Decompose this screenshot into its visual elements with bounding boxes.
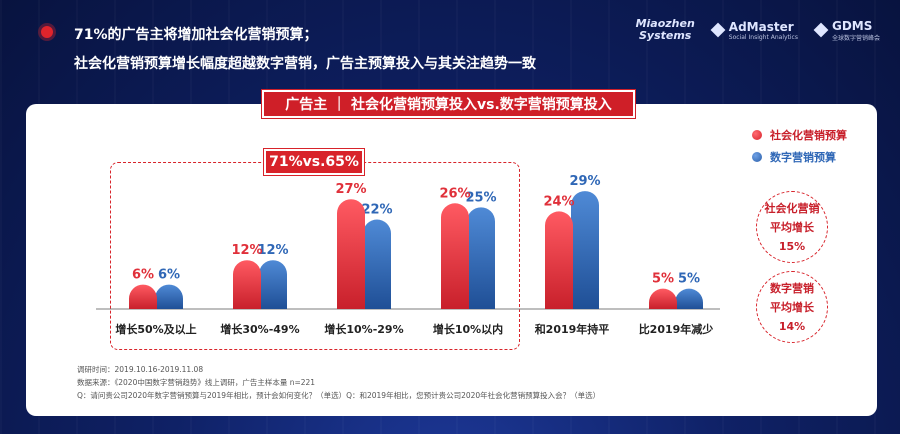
bar-social-4: [545, 211, 573, 309]
legend-label-social: 社会化营销预算: [770, 129, 847, 142]
miaozhen-logo: Miaozhen Systems: [635, 17, 695, 42]
bar-digital-0: [155, 284, 183, 309]
digital-average-growth-circle: 数字营销 平均增长 14%: [756, 271, 828, 343]
logo-bar: Miaozhen Systems AdMaster Social Insight A…: [636, 18, 880, 42]
bar-digital-5: [675, 288, 703, 309]
bar-social-5: [649, 288, 677, 309]
legend: 社会化营销预算 数字营销预算: [752, 124, 847, 168]
data-label-digital-5: 5%: [678, 272, 700, 287]
legend-item-digital: 数字营销预算: [752, 146, 847, 168]
bar-social-3: [441, 203, 469, 309]
data-label-social-2: 27%: [335, 182, 366, 197]
gdms-logo: GDMS 全球数字营销峰会: [813, 19, 880, 42]
x-tick-label-1: 增长30%-49%: [220, 322, 299, 336]
data-label-digital-1: 12%: [257, 243, 288, 258]
legend-item-social: 社会化营销预算: [752, 124, 847, 146]
legend-swatch-digital: [752, 152, 762, 162]
bar-social-1: [233, 260, 261, 309]
survey-date: 调研时间：2019.10.16-2019.11.08: [77, 365, 204, 374]
header-bullet: [41, 26, 53, 38]
highlight-badge: 71%vs.65%: [264, 149, 364, 175]
data-label-social-1: 12%: [231, 243, 262, 258]
header-title-line1: 71%的广告主将增加社会化营销预算；: [74, 27, 318, 43]
header-title-line2: 社会化营销预算增长幅度超越数字营销，广告主预算投入与其关注趋势一致: [74, 56, 536, 72]
data-source: 数据来源：《2020中国数字营销趋势》线上调研，广告主样本量 n=221: [77, 378, 316, 387]
social-average-growth-circle: 社会化营销 平均增长 15%: [756, 191, 828, 263]
data-label-social-4: 24%: [543, 194, 574, 209]
admaster-logo: AdMaster Social Insight Analytics: [710, 20, 798, 41]
x-tick-label-4: 和2019年持平: [535, 322, 610, 336]
bar-digital-4: [571, 191, 599, 309]
data-label-digital-3: 25%: [465, 190, 496, 205]
data-label-social-3: 26%: [439, 186, 470, 201]
bar-digital-3: [467, 207, 495, 309]
survey-questions: Q：请问贵公司2020年数字营销预算与2019年相比，预计会如何变化？（单选）Q…: [77, 391, 601, 400]
x-tick-label-3: 增长10%以内: [433, 322, 503, 336]
legend-swatch-social: [752, 130, 762, 140]
bar-social-2: [337, 199, 365, 309]
data-label-digital-0: 6%: [158, 268, 180, 283]
bar-social-0: [129, 284, 157, 309]
data-label-social-5: 5%: [652, 272, 674, 287]
x-tick-label-2: 增长10%-29%: [324, 322, 403, 336]
data-label-social-0: 6%: [132, 268, 154, 283]
legend-label-digital: 数字营销预算: [770, 151, 836, 164]
x-tick-label-5: 比2019年减少: [639, 322, 714, 336]
data-label-digital-4: 29%: [569, 174, 600, 189]
x-tick-label-0: 增长50%及以上: [115, 322, 196, 336]
chart-banner: 广告主 ｜ 社会化营销预算投入vs.数字营销预算投入: [262, 90, 635, 118]
bar-digital-2: [363, 219, 391, 309]
bar-digital-1: [259, 260, 287, 309]
data-label-digital-2: 22%: [361, 203, 392, 218]
